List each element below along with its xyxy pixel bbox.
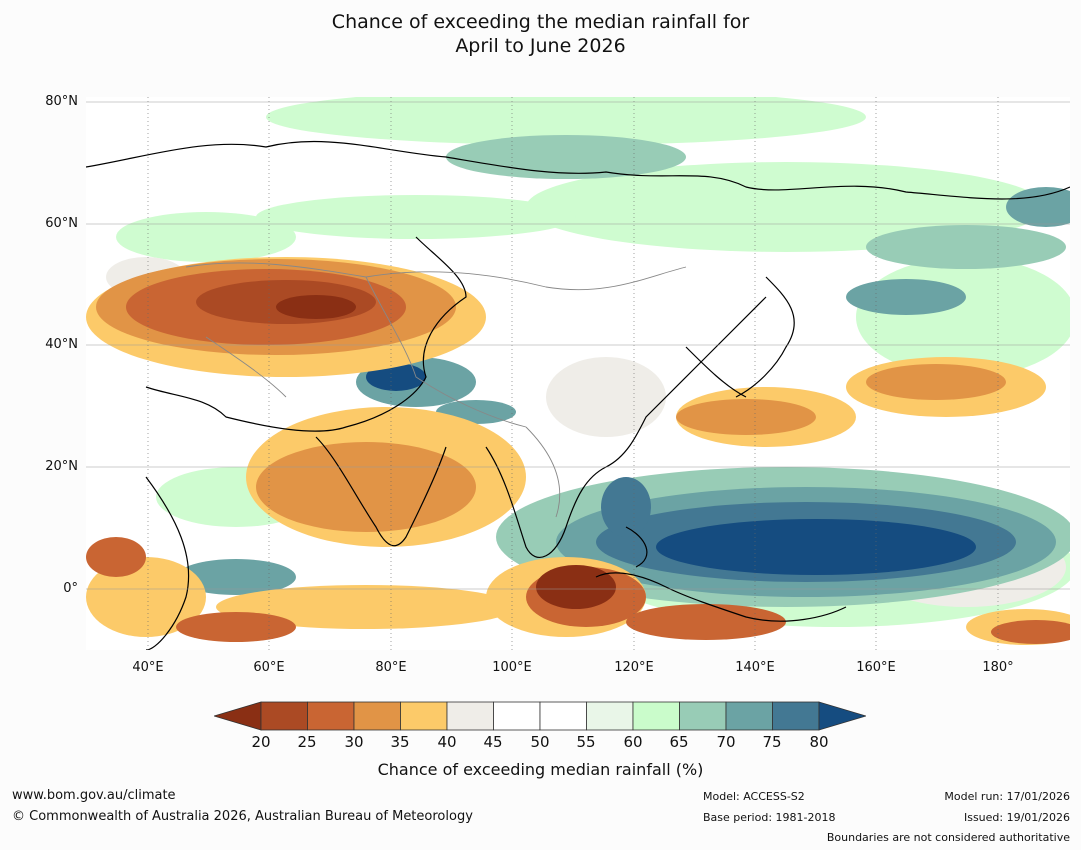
- lon-label-100e: 100°E: [492, 660, 532, 675]
- model-text: Model: ACCESS-S2: [703, 790, 805, 803]
- dry-below-25-regions: [196, 280, 616, 609]
- colorbar-bin-50-55: [539, 701, 587, 731]
- colorbar-bin-45-50: [493, 701, 541, 731]
- coastlines: [86, 140, 1070, 650]
- colorbar-tick: 75: [762, 733, 782, 751]
- colorbar-tick: 65: [669, 733, 689, 751]
- lon-label-120e: 120°E: [614, 660, 654, 675]
- lat-label-0: 0°: [63, 581, 78, 596]
- chart-title-line1: Chance of exceeding the median rainfall …: [331, 11, 750, 33]
- wet-above-75-regions: [366, 363, 1016, 582]
- copyright-text: © Commonwealth of Australia 2026, Austra…: [12, 809, 473, 824]
- colorbar-tick: 45: [483, 733, 503, 751]
- colorbar-tick: 60: [623, 733, 643, 751]
- colorbar-bin-30-35: [353, 701, 401, 731]
- base-period-text: Base period: 1981-2018: [703, 811, 836, 824]
- colorbar-tick: 55: [576, 733, 596, 751]
- colorbar: [214, 701, 866, 731]
- colorbar-bin-20-25: [260, 701, 308, 731]
- lon-label-80e: 80°E: [375, 660, 407, 675]
- colorbar-tick: 30: [344, 733, 364, 751]
- rainfall-map: [86, 97, 1070, 650]
- colorbar-bin-40-45: [446, 701, 494, 731]
- colorbar-tick: 50: [530, 733, 550, 751]
- colorbar-low-arrow: [214, 701, 262, 731]
- lat-label-40n: 40°N: [45, 337, 78, 352]
- latitude-lines: [86, 101, 1070, 590]
- lon-label-160e: 160°E: [856, 660, 896, 675]
- lat-label-20n: 20°N: [45, 459, 78, 474]
- disclaimer-text: Boundaries are not considered authoritat…: [826, 831, 1070, 844]
- colorbar-tick: 70: [716, 733, 736, 751]
- colorbar-bin-35-40: [400, 701, 448, 731]
- colorbar-bin-60-65: [632, 701, 680, 731]
- colorbar-tick: 40: [437, 733, 457, 751]
- issued-text: Issued: 19/01/2026: [963, 811, 1070, 824]
- colorbar-bin-75-80: [772, 701, 820, 731]
- colorbar-tick: 20: [251, 733, 271, 751]
- model-run-text: Model run: 17/01/2026: [944, 790, 1070, 803]
- colorbar-bin-25-30: [307, 701, 355, 731]
- colorbar-tick: 25: [297, 733, 317, 751]
- graticule: [147, 97, 999, 650]
- chart-title-line2: April to June 2026: [455, 35, 626, 57]
- website-link[interactable]: www.bom.gov.au/climate: [12, 788, 176, 803]
- colorbar-high-arrow: [818, 701, 866, 731]
- colorbar-bin-70-75: [725, 701, 773, 731]
- colorbar-bin-65-70: [679, 701, 727, 731]
- country-borders: [185, 262, 687, 518]
- lat-label-60n: 60°N: [45, 216, 78, 231]
- colorbar-bin-55-60: [586, 701, 634, 731]
- colorbar-label: Chance of exceeding median rainfall (%): [377, 760, 704, 779]
- lon-label-60e: 60°E: [253, 660, 285, 675]
- lon-label-140e: 140°E: [735, 660, 775, 675]
- colorbar-tick: 80: [809, 733, 829, 751]
- lon-label-180: 180°: [982, 660, 1014, 675]
- lon-label-40e: 40°E: [132, 660, 164, 675]
- colorbar-tick: 35: [390, 733, 410, 751]
- lat-label-80n: 80°N: [45, 94, 78, 109]
